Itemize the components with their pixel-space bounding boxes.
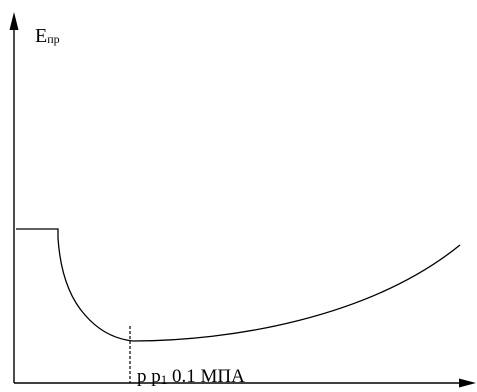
y-axis-label-subscript: пр (47, 32, 59, 46)
y-axis-label: Eпр (35, 25, 60, 47)
x-annotation-part1: р р (137, 366, 161, 387)
x-axis-arrow-icon (459, 378, 476, 388)
x-annotation-subscript: 1 (161, 372, 168, 387)
x-annotation-part2: 0.1 МПА (167, 366, 245, 387)
x-annotation-label: р р1 0.1 МПА (137, 366, 245, 387)
y-axis-arrow-icon (9, 12, 19, 30)
characteristic-curve (16, 228, 461, 342)
y-axis-label-main: E (35, 25, 47, 47)
